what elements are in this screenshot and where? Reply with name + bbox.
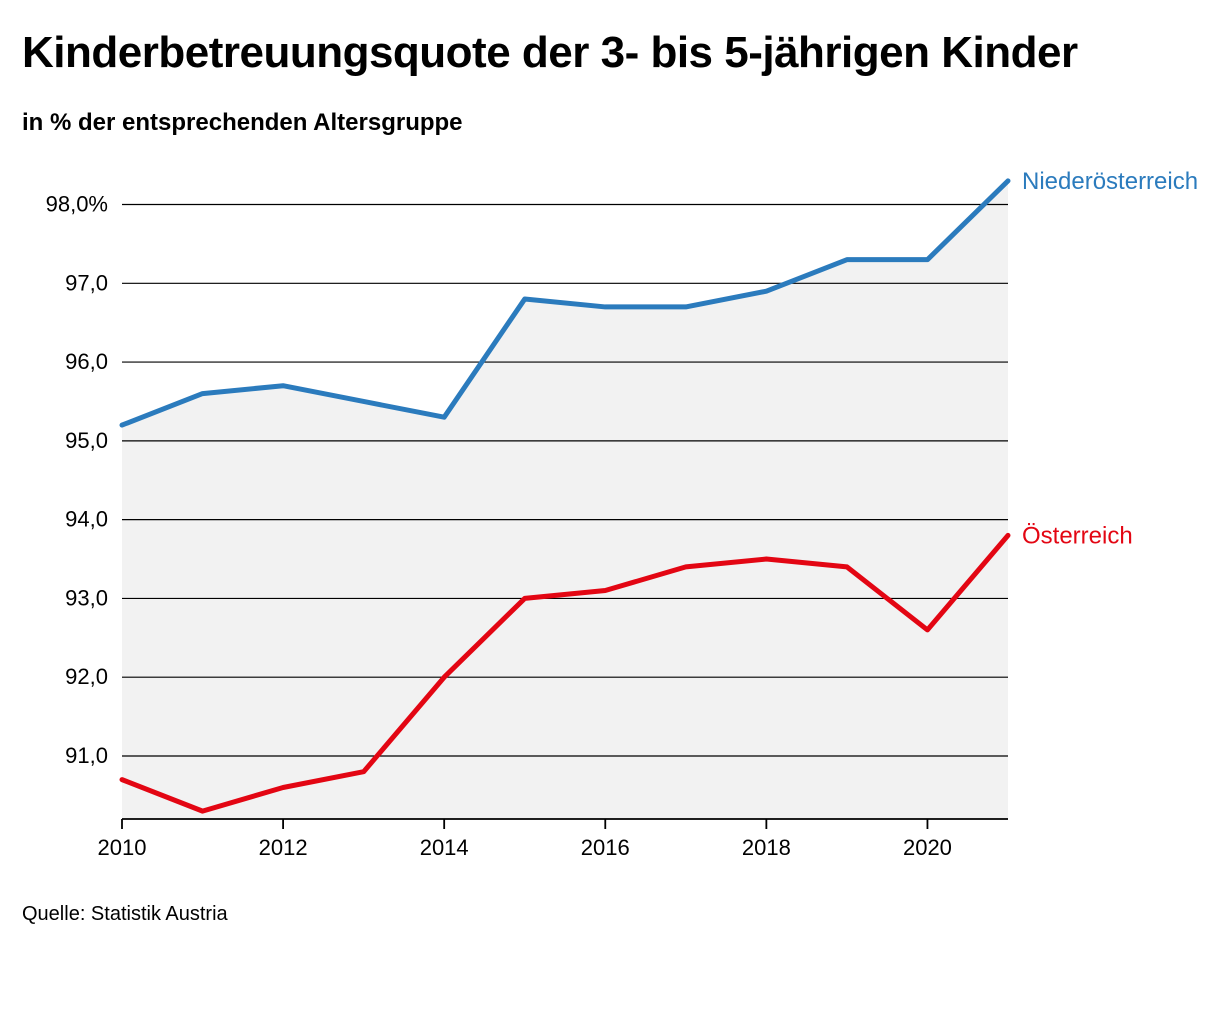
x-axis-tick-label: 2016 bbox=[581, 835, 630, 860]
chart-source: Quelle: Statistik Austria bbox=[22, 903, 1198, 926]
chart-subtitle: in % der entsprechenden Altersgruppe bbox=[22, 109, 1198, 137]
x-axis-tick-label: 2010 bbox=[98, 835, 147, 860]
chart-plot: 91,0 92,0 93,0 94,0 95,0 96,0 97,0 98,0% 2010 201… bbox=[22, 165, 1198, 885]
y-axis-tick-label: 97,0 bbox=[65, 270, 108, 295]
line-chart-svg: 91,0 92,0 93,0 94,0 95,0 96,0 97,0 98,0% 2010 201… bbox=[22, 165, 1198, 885]
y-axis-tick-label: 92,0 bbox=[65, 664, 108, 689]
x-axis-tick-label: 2020 bbox=[903, 835, 952, 860]
x-axis-tick-label: 2014 bbox=[420, 835, 469, 860]
y-axis-tick-label: 94,0 bbox=[65, 506, 108, 531]
series-label-Niederösterreich: Niederösterreich bbox=[1022, 167, 1198, 194]
chart-title: Kinderbetreuungsquote der 3- bis 5-jähri… bbox=[22, 28, 1198, 79]
x-axis-tick-label: 2018 bbox=[742, 835, 791, 860]
y-axis-tick-label: 98,0% bbox=[46, 191, 108, 216]
y-axis-tick-label: 93,0 bbox=[65, 585, 108, 610]
chart-container: Kinderbetreuungsquote der 3- bis 5-jähri… bbox=[0, 0, 1220, 1020]
y-axis-tick-label: 91,0 bbox=[65, 743, 108, 768]
y-axis-tick-label: 96,0 bbox=[65, 349, 108, 374]
x-axis-tick-label: 2012 bbox=[259, 835, 308, 860]
y-axis-tick-label: 95,0 bbox=[65, 427, 108, 452]
plot-shaded-area bbox=[122, 180, 1008, 818]
series-label-Österreich: Österreich bbox=[1022, 522, 1133, 549]
